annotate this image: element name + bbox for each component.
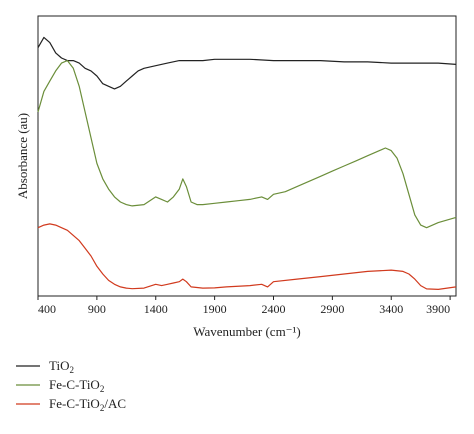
legend-label-main: TiO xyxy=(49,358,69,373)
legend-label-subscript: 2 xyxy=(100,403,105,413)
legend-label-main: Fe-C-TiO xyxy=(49,396,100,411)
series-line-2 xyxy=(37,59,457,229)
x-tick-label: 1400 xyxy=(144,302,168,316)
x-tick-label: 400 xyxy=(38,302,56,316)
x-axis-title: Wavenumber (cm⁻¹) xyxy=(193,324,301,339)
legend-label-subscript: 2 xyxy=(69,365,74,375)
series-line-3 xyxy=(37,223,457,290)
legend-label-suffix: /AC xyxy=(104,396,126,411)
x-tick-label: 900 xyxy=(88,302,106,316)
legend-label-main: Fe-C-TiO xyxy=(49,377,100,392)
series-layer xyxy=(37,36,457,290)
plot-frame xyxy=(37,15,457,297)
series-line-1 xyxy=(37,36,457,90)
x-tick-label: 2900 xyxy=(320,302,344,316)
x-tick-label: 3400 xyxy=(379,302,403,316)
plot-area-border xyxy=(37,15,457,297)
x-tick-label: 2400 xyxy=(261,302,285,316)
x-axis-ticks: 400 900 1400 1900 2400 2900 3400 3900 xyxy=(37,296,451,316)
legend-label-1: TiO2 xyxy=(49,358,74,375)
x-tick-label: 1900 xyxy=(203,302,227,316)
legend-label-subscript: 2 xyxy=(100,384,105,394)
x-tick-label: 3900 xyxy=(426,302,450,316)
legend-label-3: Fe-C-TiO2/AC xyxy=(49,396,126,413)
legend-label-2: Fe-C-TiO2 xyxy=(49,377,104,394)
y-axis-title: Absorbance (au) xyxy=(15,113,30,199)
